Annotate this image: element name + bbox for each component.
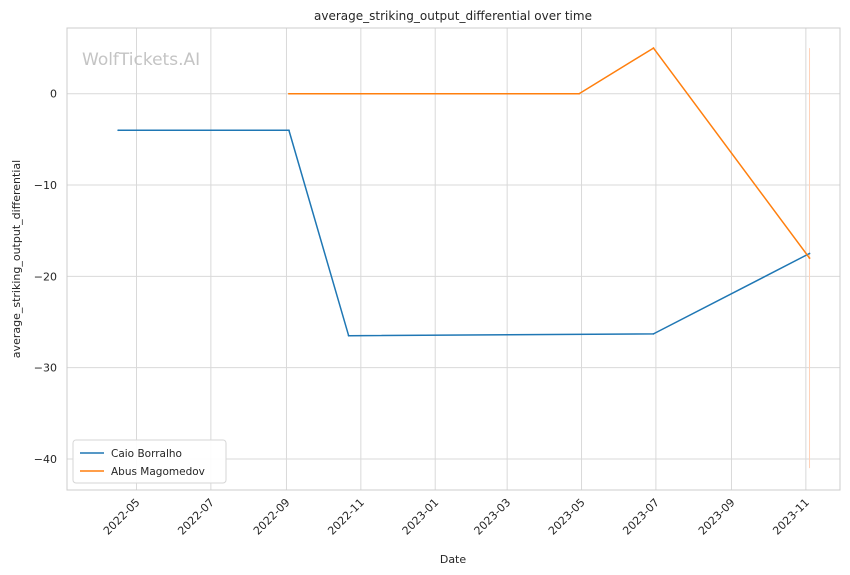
data-point	[288, 129, 290, 132]
legend-label-series-1: Caio Borralho	[111, 448, 182, 460]
y-tick-label: −10	[34, 179, 57, 192]
data-point	[652, 47, 655, 49]
y-axis-title: average_striking_output_differential	[10, 160, 23, 358]
data-point	[347, 334, 350, 337]
grid-lines	[67, 28, 840, 490]
x-axis-title: Date	[440, 553, 467, 566]
y-tick-label: −40	[34, 453, 57, 466]
data-point	[808, 252, 811, 255]
series-line-2	[288, 47, 811, 259]
plot-frame	[66, 27, 841, 491]
chart-title: average_striking_output_differential ove…	[314, 9, 592, 23]
y-tick-label: −30	[34, 362, 57, 375]
y-tick-label: −20	[34, 270, 57, 283]
data-point	[578, 92, 580, 95]
y-tick-label: 0	[50, 88, 57, 101]
legend: Caio Borralho Abus Magomedov	[72, 439, 227, 484]
legend-box	[72, 439, 227, 484]
data-point	[117, 129, 120, 132]
legend-label-series-2: Abus Magomedov	[111, 466, 205, 478]
data-point	[652, 332, 655, 335]
data-point	[808, 257, 811, 259]
watermark: WolfTickets.AI	[82, 50, 200, 70]
data-series	[117, 47, 811, 337]
data-point	[288, 92, 290, 95]
y-tick-labels: 0 −10 −20 −30 −40	[34, 88, 57, 466]
